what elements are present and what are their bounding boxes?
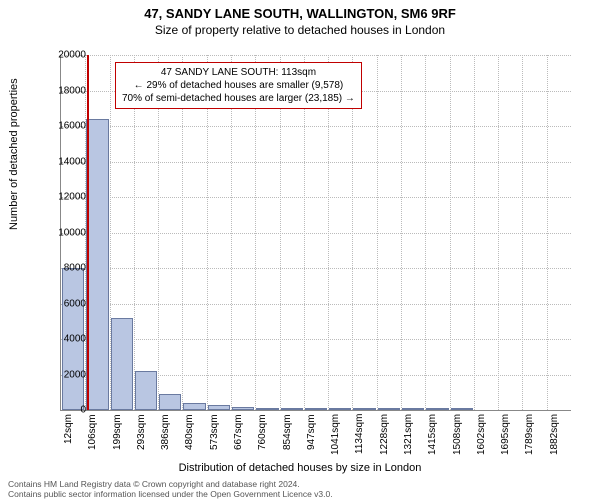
gridline-v (547, 55, 548, 410)
annotation-line1: 47 SANDY LANE SOUTH: 113sqm (122, 66, 355, 79)
y-tick-label: 16000 (46, 121, 86, 132)
x-tick-label: 1041sqm (330, 414, 341, 455)
gridline-v (450, 55, 451, 410)
annotation-line3: 70% of semi-detached houses are larger (… (122, 92, 355, 105)
annotation-box: 47 SANDY LANE SOUTH: 113sqm← 29% of deta… (115, 62, 362, 109)
annotation-line2: ← 29% of detached houses are smaller (9,… (122, 79, 355, 92)
y-tick-label: 10000 (46, 227, 86, 238)
x-tick-label: 1228sqm (379, 414, 390, 455)
gridline-v (522, 55, 523, 410)
bar (208, 405, 230, 410)
gridline-h (61, 304, 571, 305)
x-tick-label: 667sqm (233, 414, 244, 450)
gridline-v (474, 55, 475, 410)
y-tick-label: 18000 (46, 85, 86, 96)
x-tick-label: 854sqm (282, 414, 293, 450)
gridline-h (61, 162, 571, 163)
x-tick-label: 386sqm (160, 414, 171, 450)
x-tick-label: 1134sqm (354, 414, 365, 454)
bar (183, 403, 205, 410)
chart-subtitle: Size of property relative to detached ho… (0, 21, 600, 37)
gridline-v (498, 55, 499, 410)
x-tick-label: 1508sqm (452, 414, 463, 455)
bar (111, 318, 133, 410)
bar (378, 408, 400, 410)
property-marker-line (87, 55, 89, 410)
x-tick-label: 573sqm (209, 414, 220, 450)
footer-line2: Contains public sector information licen… (8, 490, 333, 499)
x-tick-label: 480sqm (184, 414, 195, 450)
chart-title: 47, SANDY LANE SOUTH, WALLINGTON, SM6 9R… (0, 0, 600, 21)
footer-attribution: Contains HM Land Registry data © Crown c… (8, 480, 333, 499)
x-tick-label: 12sqm (63, 414, 74, 444)
x-tick-label: 1602sqm (476, 414, 487, 455)
y-tick-label: 14000 (46, 156, 86, 167)
gridline-v (425, 55, 426, 410)
y-axis-title: Number of detached properties (8, 78, 20, 230)
x-tick-label: 947sqm (306, 414, 317, 450)
bar (281, 408, 303, 410)
gridline-h (61, 233, 571, 234)
bar (402, 408, 424, 410)
x-tick-label: 1415sqm (427, 414, 438, 455)
x-tick-label: 1789sqm (524, 414, 535, 455)
x-axis-title: Distribution of detached houses by size … (0, 462, 600, 474)
bar (305, 408, 327, 410)
bar (426, 408, 448, 410)
y-tick-label: 2000 (46, 369, 86, 380)
chart-container: 47, SANDY LANE SOUTH, WALLINGTON, SM6 9R… (0, 0, 600, 500)
x-tick-label: 293sqm (136, 414, 147, 450)
gridline-h (61, 268, 571, 269)
y-tick-label: 6000 (46, 298, 86, 309)
bar (329, 408, 351, 410)
gridline-h (61, 55, 571, 56)
y-tick-label: 8000 (46, 263, 86, 274)
x-tick-label: 106sqm (87, 414, 98, 450)
gridline-h (61, 126, 571, 127)
x-tick-label: 1321sqm (403, 414, 414, 455)
y-tick-label: 12000 (46, 192, 86, 203)
gridline-h (61, 339, 571, 340)
x-tick-label: 760sqm (257, 414, 268, 450)
bar (232, 407, 254, 410)
gridline-h (61, 197, 571, 198)
y-tick-label: 4000 (46, 334, 86, 345)
x-tick-label: 199sqm (112, 414, 123, 450)
bar (256, 408, 278, 410)
y-tick-label: 20000 (46, 50, 86, 61)
bar (159, 394, 181, 410)
bar (451, 408, 473, 410)
gridline-v (377, 55, 378, 410)
x-tick-label: 1882sqm (549, 414, 560, 455)
bar (135, 371, 157, 410)
bar (353, 408, 375, 410)
gridline-v (401, 55, 402, 410)
bar (86, 119, 108, 410)
x-tick-label: 1695sqm (500, 414, 511, 455)
